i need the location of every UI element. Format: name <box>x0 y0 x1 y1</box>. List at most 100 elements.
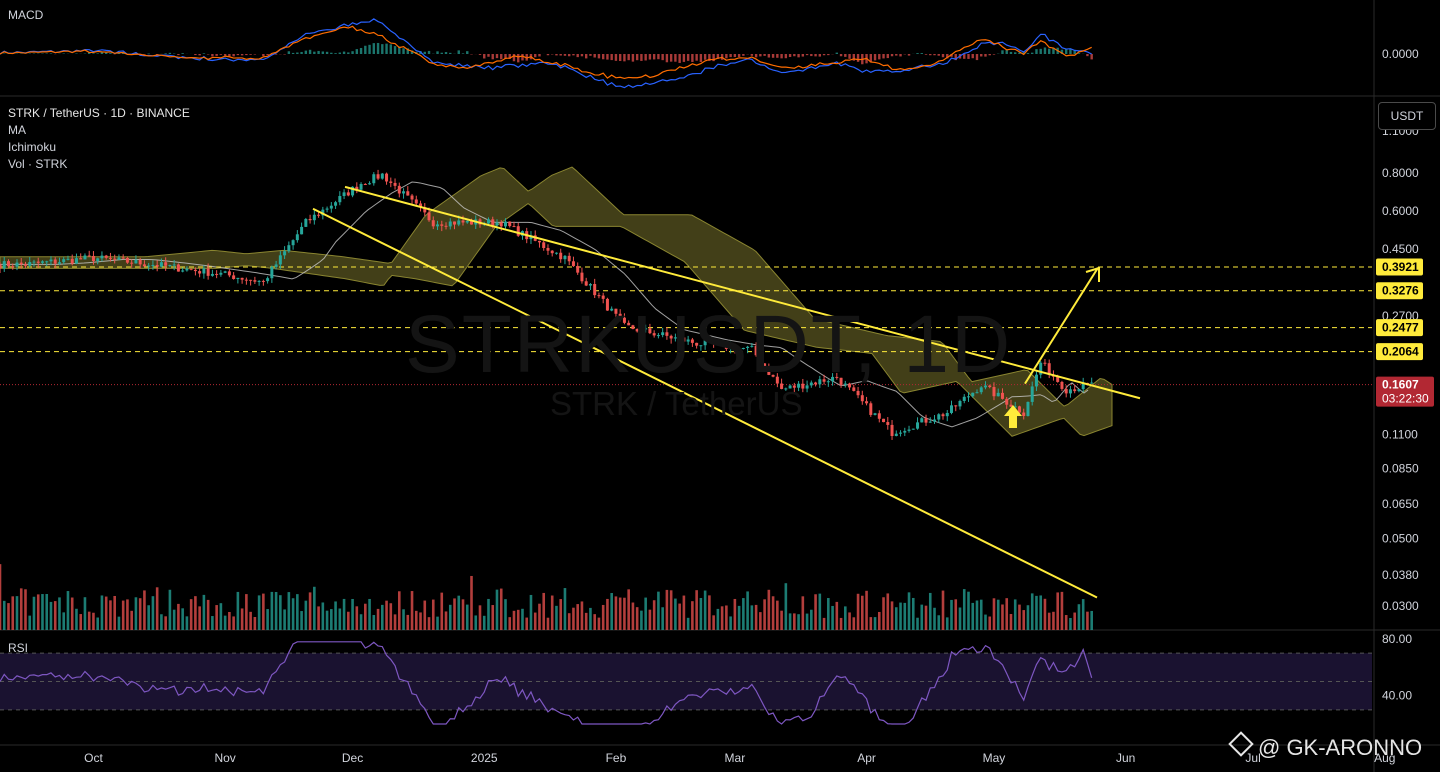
candle-body <box>797 383 801 388</box>
candle-body <box>79 258 83 260</box>
macd-histogram-bar <box>1090 54 1093 60</box>
volume-bar <box>1039 595 1043 630</box>
volume-bar <box>215 605 218 630</box>
macd-histogram-bar <box>1022 51 1025 54</box>
macd-signal-line <box>0 25 1092 80</box>
macd-histogram-bar <box>240 54 244 56</box>
currency-button[interactable]: USDT <box>1378 102 1436 130</box>
y-tick-label: 0.4500 <box>1382 242 1419 256</box>
symbol-title[interactable]: STRK / TetherUS · 1D · BINANCE <box>8 106 190 120</box>
candle-body <box>746 346 750 348</box>
macd-legend[interactable]: MACD <box>8 7 43 24</box>
candle-body <box>754 345 758 356</box>
candle-body <box>253 280 257 282</box>
candle-body <box>618 313 622 318</box>
volume-bar <box>397 591 401 630</box>
macd-histogram-bar <box>971 54 974 59</box>
diamond-logo-icon <box>1228 731 1254 757</box>
candle-body <box>992 387 996 397</box>
macd-histogram-bar <box>933 54 936 56</box>
macd-histogram-bar <box>568 54 571 57</box>
macd-histogram-bar <box>627 54 630 61</box>
macd-histogram-bar <box>776 54 779 58</box>
x-tick-label: May <box>983 751 1006 765</box>
candle-body <box>966 396 970 398</box>
macd-histogram-bar <box>338 52 342 54</box>
macd-histogram-bar <box>1001 50 1004 54</box>
candle-body <box>822 379 826 382</box>
candle-body <box>775 376 779 384</box>
candle-body <box>542 242 546 248</box>
candle-body <box>580 272 584 282</box>
macd-histogram-bar <box>215 54 218 56</box>
candle-body <box>945 412 949 417</box>
volume-bar <box>933 607 936 630</box>
volume-bar <box>359 614 363 630</box>
volume-bar <box>19 588 23 630</box>
candle-body <box>639 328 643 332</box>
macd-histogram-bar <box>325 51 329 54</box>
rsi-band <box>0 653 1372 710</box>
macd-histogram-bar <box>920 53 923 54</box>
macd-histogram-bar <box>444 52 448 54</box>
volume-bar <box>317 606 320 630</box>
candle-body <box>605 298 609 311</box>
candle-body <box>856 390 860 396</box>
volume-bar <box>865 590 868 630</box>
volume-bar <box>525 617 529 630</box>
volume-bar <box>533 612 537 630</box>
macd-histogram-bar <box>104 52 108 54</box>
volume-bar <box>143 590 146 630</box>
volume-bar <box>342 598 346 630</box>
indicator-ichimoku[interactable]: Ichimoku <box>8 140 57 154</box>
volume-bar <box>168 589 172 630</box>
macd-histogram-bar <box>814 54 817 57</box>
macd-histogram-bar <box>1086 54 1089 57</box>
macd-histogram-bar <box>988 54 991 56</box>
volume-bar <box>644 597 647 630</box>
candle-body <box>1034 374 1038 387</box>
volume-bar <box>818 593 822 630</box>
lower-trendline <box>312 207 1098 599</box>
macd-histogram-bar <box>691 54 694 62</box>
candle-body <box>644 328 648 330</box>
macd-histogram-bar <box>737 54 741 57</box>
candle-body <box>0 264 2 269</box>
candle-body <box>635 329 639 332</box>
volume-bar <box>903 602 907 630</box>
indicator-ma[interactable]: MA <box>8 123 26 137</box>
candle-body <box>1077 389 1081 392</box>
volume-bar <box>516 609 520 630</box>
volume-bar <box>928 592 932 630</box>
candle-body <box>329 205 333 209</box>
macd-histogram-bar <box>393 46 397 54</box>
volume-bar <box>223 615 227 630</box>
volume-bar <box>155 587 159 630</box>
volume-bar <box>703 590 707 630</box>
volume-bar <box>262 593 265 630</box>
macd-histogram-bar <box>929 54 932 56</box>
macd-histogram-bar <box>856 54 860 62</box>
macd-histogram-bar <box>827 54 830 56</box>
macd-histogram-bar <box>644 54 647 61</box>
volume-bar <box>151 596 155 630</box>
rsi-legend[interactable]: RSI <box>8 640 28 657</box>
volume-bar <box>542 592 546 630</box>
candle-body <box>627 322 631 326</box>
volume-bar <box>1001 604 1004 630</box>
macd-histogram-bar <box>584 54 588 59</box>
macd-histogram-bar <box>546 54 550 56</box>
volume-bar <box>164 616 167 630</box>
macd-histogram-bar <box>635 54 639 61</box>
candle-body <box>159 262 163 267</box>
volume-bar <box>185 616 189 630</box>
volume-bar <box>737 605 741 630</box>
macd-histogram-bar <box>572 54 575 56</box>
macd-histogram-bar <box>657 54 660 60</box>
candle-body <box>890 424 894 436</box>
indicator-volume[interactable]: Vol · STRK <box>8 157 68 171</box>
candle-body <box>295 234 299 241</box>
candle-body <box>219 272 223 275</box>
volume-bar <box>725 605 728 630</box>
